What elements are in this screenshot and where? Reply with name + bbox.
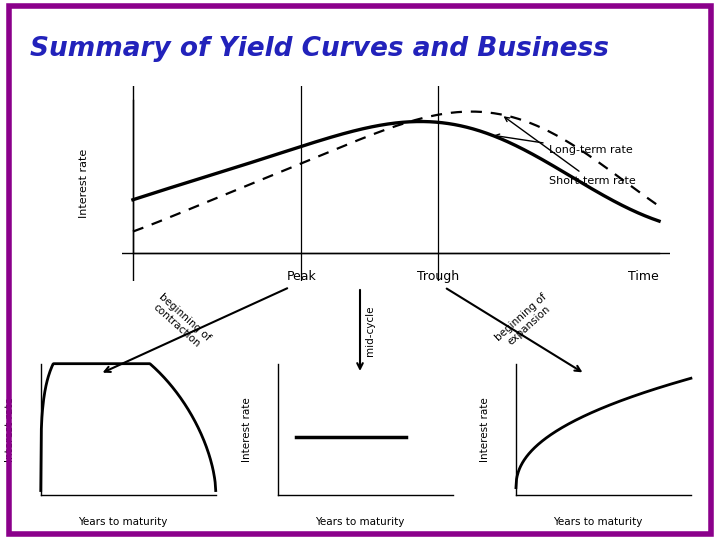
Text: beginning of
expansion: beginning of expansion	[494, 292, 557, 352]
Text: Years to maturity: Years to maturity	[78, 517, 167, 527]
Text: beginning of
contraction: beginning of contraction	[149, 292, 212, 352]
Text: Interest rate: Interest rate	[79, 149, 89, 218]
Text: Summary of Yield Curves and Business: Summary of Yield Curves and Business	[30, 36, 608, 62]
Text: mid-cycle: mid-cycle	[365, 305, 375, 356]
Text: Interest rate: Interest rate	[242, 397, 252, 462]
Text: Short-term rate: Short-term rate	[505, 117, 635, 186]
Text: Trough: Trough	[417, 269, 459, 283]
Text: Peak: Peak	[287, 269, 316, 283]
Text: Interest rate: Interest rate	[480, 397, 490, 462]
Text: Interest rate: Interest rate	[4, 397, 14, 462]
Text: Years to maturity: Years to maturity	[315, 517, 405, 527]
Text: Long-term rate: Long-term rate	[495, 134, 632, 155]
Text: Time: Time	[629, 269, 659, 283]
Text: Years to maturity: Years to maturity	[553, 517, 642, 527]
